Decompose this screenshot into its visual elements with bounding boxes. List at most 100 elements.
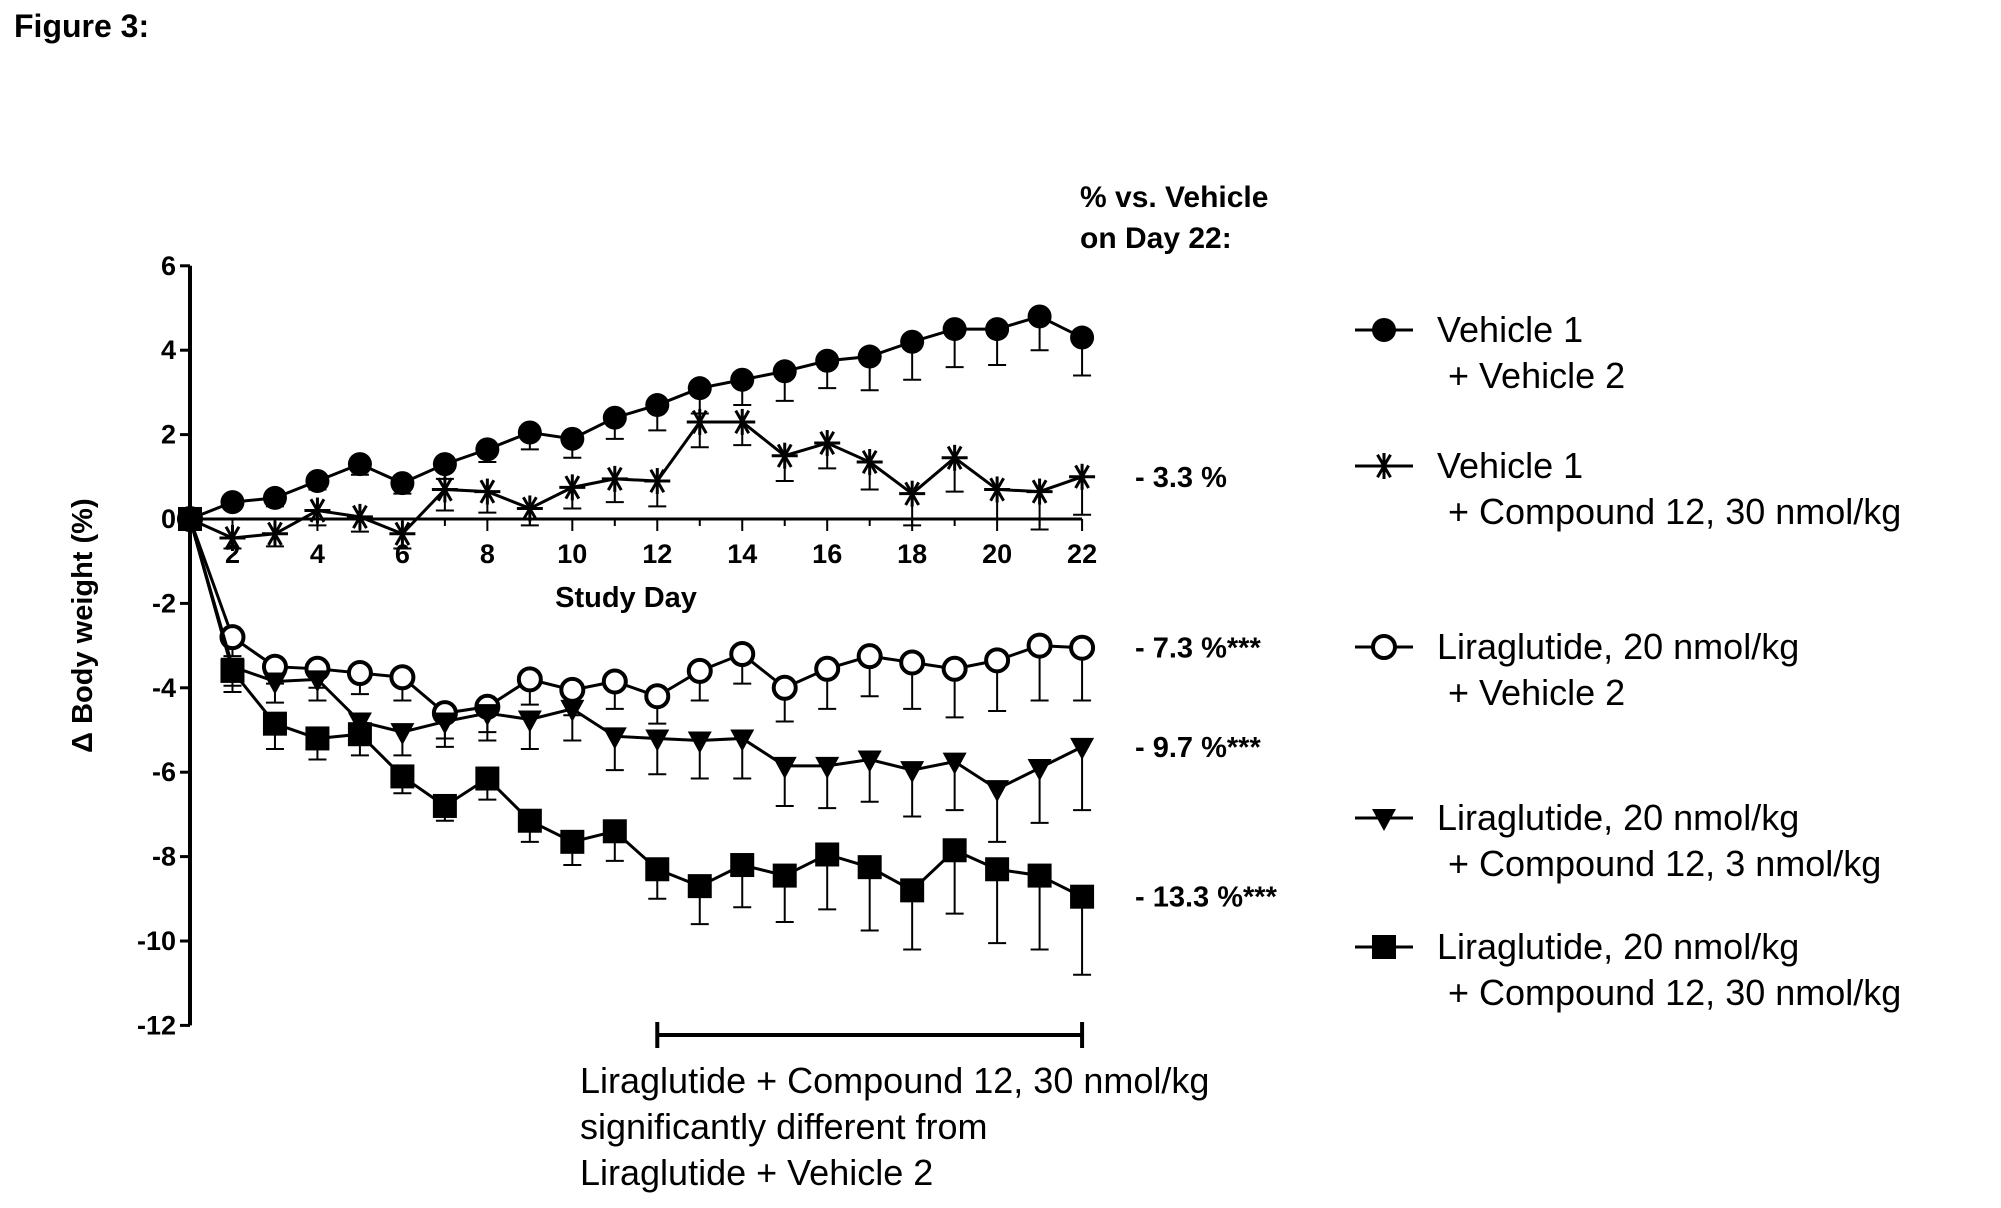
point bbox=[1371, 453, 1397, 479]
point bbox=[474, 478, 501, 505]
point bbox=[857, 750, 882, 773]
figure-label: Figure 3: bbox=[14, 8, 149, 44]
series-line bbox=[189, 314, 1083, 521]
y-tick-label: 0 bbox=[161, 504, 176, 534]
series-2: - 3.3 % bbox=[177, 408, 1227, 551]
point bbox=[305, 670, 330, 693]
point bbox=[985, 317, 1010, 342]
y-tick-label: 2 bbox=[161, 420, 176, 450]
point bbox=[772, 756, 797, 779]
point bbox=[389, 664, 416, 691]
point bbox=[771, 674, 798, 701]
end-label: - 3.3 % bbox=[1135, 462, 1227, 494]
x-tick-label: 4 bbox=[310, 539, 325, 569]
pct-header-line-1: % vs. Vehicle bbox=[1080, 181, 1268, 214]
x-tick-label: 10 bbox=[557, 539, 587, 569]
point bbox=[560, 699, 585, 722]
point bbox=[261, 520, 288, 547]
series-line bbox=[188, 518, 1083, 791]
point bbox=[1372, 318, 1396, 342]
point bbox=[1069, 634, 1096, 661]
point bbox=[475, 704, 500, 727]
point bbox=[1026, 478, 1053, 505]
legend-label-line-2: + Vehicle 2 bbox=[1448, 355, 1625, 396]
point bbox=[305, 726, 330, 751]
x-tick-label: 18 bbox=[897, 539, 927, 569]
point bbox=[390, 471, 415, 496]
point bbox=[1070, 325, 1095, 350]
y-tick-label: -12 bbox=[137, 1010, 176, 1040]
point bbox=[220, 490, 245, 515]
point bbox=[389, 520, 416, 547]
point bbox=[517, 710, 542, 733]
y-tick-label: 6 bbox=[161, 251, 176, 281]
point bbox=[560, 426, 585, 451]
point bbox=[601, 668, 628, 695]
point bbox=[772, 863, 797, 888]
point bbox=[771, 442, 798, 469]
x-tick-label: 14 bbox=[727, 539, 757, 569]
legend-label-line-2: + Compound 12, 30 nmol/kg bbox=[1448, 972, 1901, 1013]
point bbox=[687, 376, 712, 401]
point bbox=[602, 405, 627, 430]
point bbox=[900, 878, 925, 903]
point bbox=[432, 452, 457, 477]
point bbox=[178, 507, 202, 531]
point bbox=[262, 485, 287, 510]
point bbox=[516, 666, 543, 693]
point bbox=[346, 503, 373, 530]
point bbox=[432, 793, 457, 818]
legend-label-line-1: Liraglutide, 20 nmol/kg bbox=[1437, 926, 1799, 967]
point bbox=[729, 408, 756, 435]
y-tick-label: -8 bbox=[152, 842, 176, 872]
legend-label-line-1: Vehicle 1 bbox=[1437, 309, 1583, 350]
point bbox=[1070, 737, 1095, 760]
legend-label-line-2: + Compound 12, 3 nmol/kg bbox=[1448, 843, 1881, 884]
point bbox=[516, 495, 543, 522]
legend-item-5: Liraglutide, 20 nmol/kg + Compound 12, 30… bbox=[1355, 926, 1901, 1013]
point bbox=[815, 348, 840, 373]
end-label: - 7.3 %*** bbox=[1135, 633, 1261, 665]
point bbox=[645, 393, 670, 418]
x-tick-label: 8 bbox=[480, 539, 495, 569]
point bbox=[645, 729, 670, 752]
x-tick-label: 20 bbox=[982, 539, 1012, 569]
point bbox=[729, 641, 756, 668]
point bbox=[1372, 935, 1396, 959]
point bbox=[390, 723, 415, 746]
series-line bbox=[188, 518, 1083, 899]
point bbox=[390, 764, 415, 789]
point bbox=[644, 468, 671, 495]
series-line bbox=[189, 420, 1083, 540]
point bbox=[856, 643, 883, 670]
legend-item-2: Vehicle 1 + Compound 12, 30 nmol/kg bbox=[1355, 445, 1901, 532]
point bbox=[984, 647, 1011, 674]
point bbox=[899, 480, 926, 507]
significance-note-line-1: Liraglutide + Compound 12, 30 nmol/kg bbox=[580, 1060, 1209, 1101]
point bbox=[730, 729, 755, 752]
point bbox=[645, 857, 670, 882]
point bbox=[346, 660, 373, 687]
point bbox=[985, 857, 1010, 882]
series-line bbox=[188, 518, 1083, 715]
point bbox=[601, 465, 628, 492]
point bbox=[1026, 632, 1053, 659]
point bbox=[560, 829, 585, 854]
point bbox=[686, 657, 713, 684]
pct-header: % vs. Vehicle on Day 22: bbox=[1080, 181, 1268, 255]
legend-label-line-2: + Vehicle 2 bbox=[1448, 672, 1625, 713]
point bbox=[347, 722, 372, 747]
point bbox=[305, 469, 330, 494]
point bbox=[772, 359, 797, 384]
point bbox=[942, 838, 967, 863]
point bbox=[941, 444, 968, 471]
point bbox=[857, 344, 882, 369]
legend-label-line-1: Liraglutide, 20 nmol/kg bbox=[1437, 626, 1799, 667]
y-tick-label: -10 bbox=[137, 926, 176, 956]
end-label: - 13.3 %*** bbox=[1135, 882, 1278, 914]
significance-note-line-2: significantly different from bbox=[580, 1106, 988, 1147]
point bbox=[856, 449, 883, 476]
point bbox=[262, 672, 287, 695]
